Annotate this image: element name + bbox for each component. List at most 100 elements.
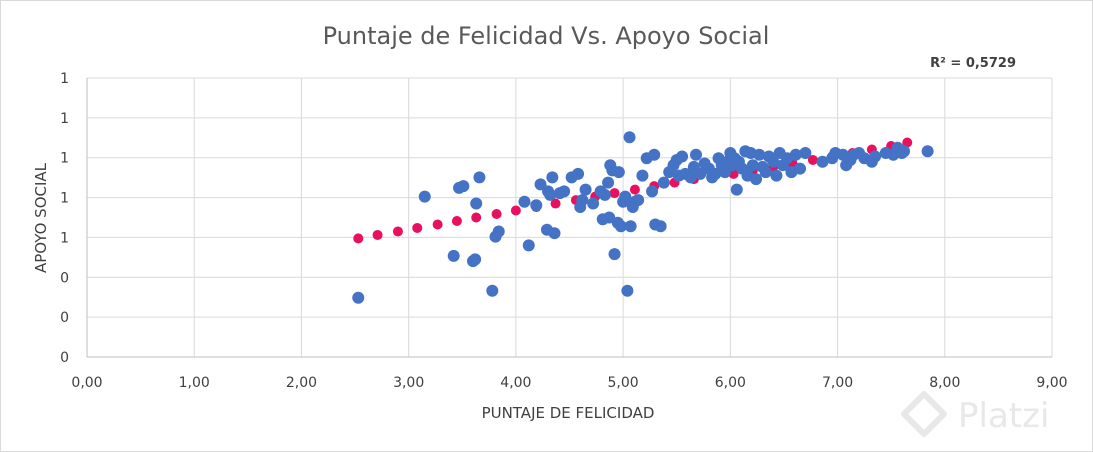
- data-point: [558, 185, 571, 198]
- data-point: [759, 166, 772, 179]
- y-tick-label: 1: [60, 191, 69, 207]
- y-tick-label: 1: [60, 151, 69, 167]
- trendline-point: [471, 212, 482, 223]
- y-tick-label: 0: [60, 310, 69, 326]
- data-point: [534, 178, 547, 191]
- data-point: [602, 176, 615, 189]
- data-point: [518, 195, 531, 208]
- data-point: [684, 171, 697, 184]
- data-point: [587, 197, 600, 210]
- data-point: [709, 167, 722, 180]
- trendline-point: [807, 154, 818, 165]
- data-point: [603, 211, 616, 224]
- data-point: [654, 220, 667, 233]
- data-point: [352, 291, 365, 304]
- data-point: [636, 169, 649, 182]
- y-tick-label: 0: [60, 350, 69, 366]
- x-tick-label: 8,00: [929, 375, 960, 391]
- data-point: [418, 190, 431, 203]
- data-point: [598, 188, 611, 201]
- data-point: [469, 253, 482, 266]
- y-tick-label: 0: [60, 270, 69, 286]
- data-point: [624, 220, 637, 233]
- trendline-point: [392, 226, 403, 237]
- data-point: [898, 145, 911, 158]
- data-point: [492, 225, 505, 238]
- data-point: [572, 167, 585, 180]
- x-axis-title: PUNTAJE DE FELICIDAD: [482, 404, 655, 422]
- trendline-point: [728, 168, 739, 179]
- x-tick-label: 2,00: [286, 375, 317, 391]
- data-point: [544, 188, 557, 201]
- x-tick-label: 7,00: [822, 375, 853, 391]
- data-point: [612, 166, 625, 179]
- x-tick-label: 9,00: [1036, 375, 1067, 391]
- data-point: [753, 148, 766, 161]
- data-point: [623, 131, 636, 144]
- trendline-point: [902, 137, 913, 148]
- data-point: [619, 190, 632, 203]
- data-point: [657, 176, 670, 189]
- trendline-point: [412, 222, 423, 233]
- data-point: [676, 150, 689, 163]
- trendline-point: [432, 219, 443, 230]
- trendline-point: [629, 184, 640, 195]
- trendline-point: [353, 233, 364, 244]
- trendline-point: [451, 215, 462, 226]
- data-point: [921, 145, 934, 158]
- watermark-text: Platzi: [958, 396, 1049, 436]
- data-point: [799, 146, 812, 159]
- data-point: [457, 180, 470, 193]
- data-point: [767, 155, 780, 168]
- data-point: [548, 227, 561, 240]
- data-point: [473, 171, 486, 184]
- data-point: [690, 148, 703, 161]
- y-tick-label: 1: [60, 230, 69, 246]
- data-point: [608, 248, 621, 261]
- watermark: Platzi: [901, 391, 1049, 437]
- data-point: [648, 148, 661, 161]
- x-tick-label: 0,00: [71, 375, 102, 391]
- data-point: [789, 148, 802, 161]
- data-point: [632, 194, 645, 207]
- data-point: [770, 169, 783, 182]
- platzi-logo-icon: [901, 391, 947, 437]
- data-point: [750, 173, 763, 186]
- trendline-point: [491, 209, 502, 220]
- data-point: [621, 284, 634, 297]
- x-tick-label: 6,00: [715, 375, 746, 391]
- x-tick-label: 4,00: [500, 375, 531, 391]
- data-point: [816, 155, 829, 168]
- x-tick-label: 1,00: [179, 375, 210, 391]
- data-point: [522, 239, 535, 252]
- x-tick-label: 5,00: [608, 375, 639, 391]
- data-point: [614, 220, 627, 233]
- data-point: [447, 249, 460, 262]
- y-tick-label: 1: [60, 71, 69, 87]
- data-point: [646, 185, 659, 198]
- data-point: [576, 194, 589, 207]
- trendline-point: [550, 198, 561, 209]
- trendline-point: [510, 205, 521, 216]
- data-point: [730, 183, 743, 196]
- axes: [86, 78, 1052, 358]
- r-squared-label: R² = 0,5729: [930, 56, 1016, 71]
- trendline-point: [372, 229, 383, 240]
- y-tick-label: 1: [60, 111, 69, 127]
- grid-lines: [87, 77, 1053, 357]
- data-point: [746, 159, 759, 172]
- data-point: [718, 166, 731, 179]
- data-point: [546, 171, 559, 184]
- y-axis-title: APOYO SOCIAL: [32, 162, 50, 273]
- data-point: [579, 183, 592, 196]
- data-point: [869, 150, 882, 163]
- trendline-point: [609, 188, 620, 199]
- data-point: [694, 167, 707, 180]
- x-tick-label: 3,00: [393, 375, 424, 391]
- data-point: [794, 162, 807, 175]
- data-point: [486, 284, 499, 297]
- data-points: [352, 131, 934, 304]
- tick-labels: 0 0 0 1 1 1 1 1 0,00 1,00 2,00 3,00 4,00 5,00 6,00 7,00…: [60, 71, 1068, 391]
- data-point: [530, 199, 543, 212]
